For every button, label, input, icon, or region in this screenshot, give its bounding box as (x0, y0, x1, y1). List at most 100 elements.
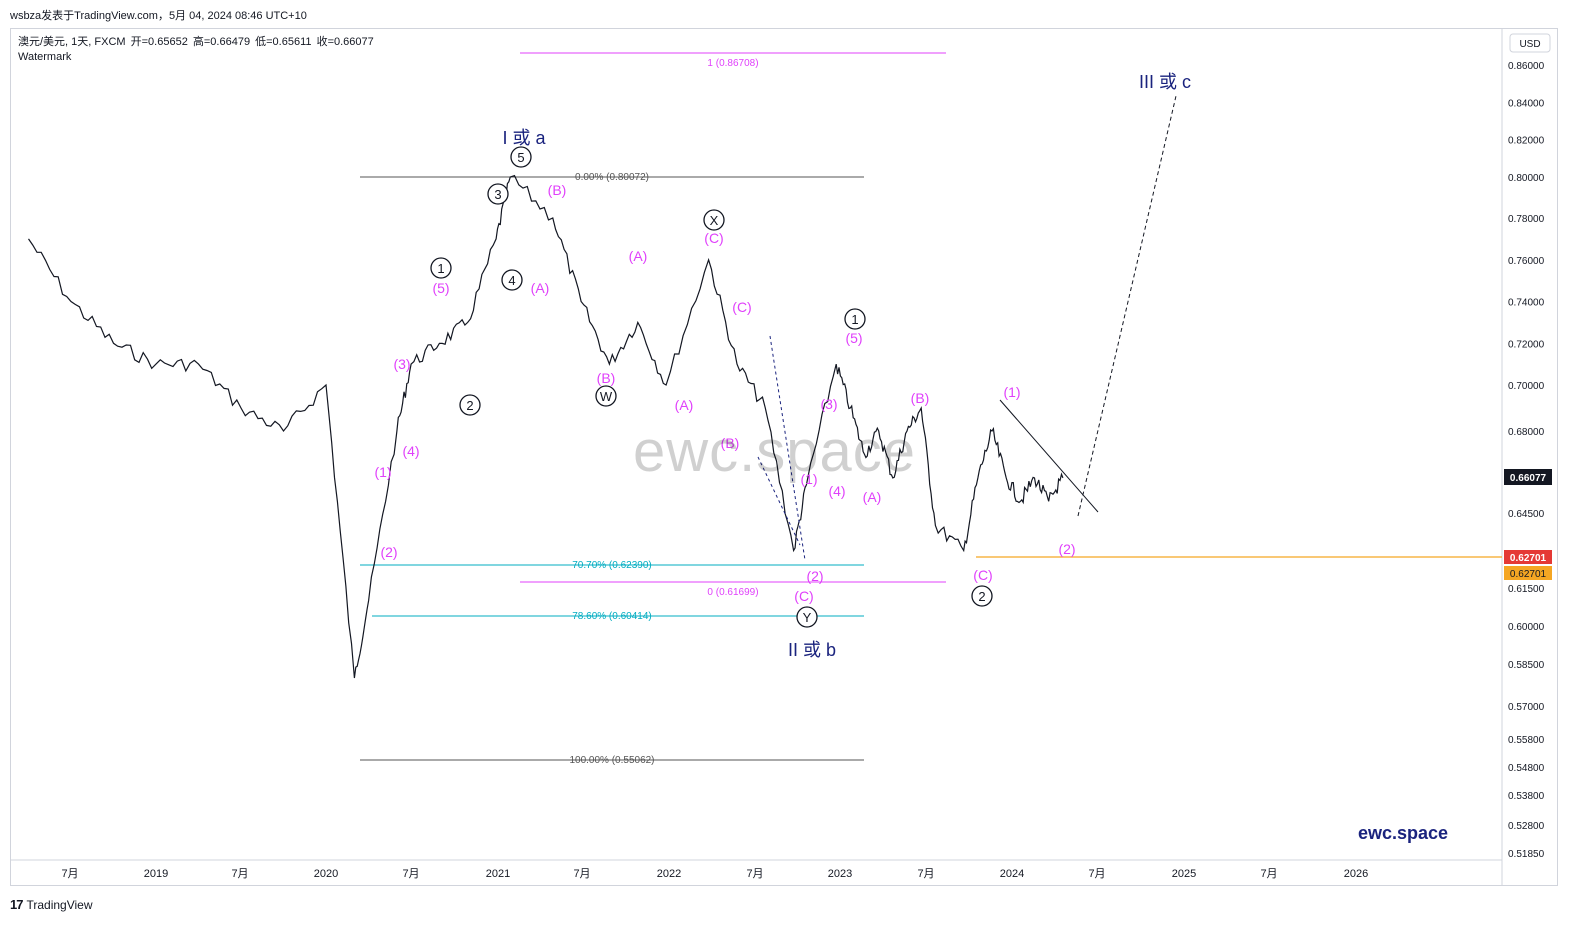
wave-magenta-11: (A) (675, 397, 694, 413)
brand-label: ewc.space (1358, 823, 1449, 843)
price-tick-15: 0.55800 (1508, 735, 1545, 746)
price-tick-7: 0.72000 (1508, 339, 1545, 350)
price-tick-2: 0.82000 (1508, 136, 1545, 147)
wave-magenta-2: (5) (432, 280, 449, 296)
wave-magenta-8: (C) (704, 230, 723, 246)
price-tick-9: 0.68000 (1508, 427, 1545, 438)
wave-circle-text-8: 1 (851, 312, 858, 327)
low-label: 低 (255, 36, 267, 48)
wave-magenta-14: (3) (820, 396, 837, 412)
publisher-line: wsbza发表于TradingView.com，5月 04, 2024 08:4… (10, 10, 307, 22)
wave-magenta-7: (A) (629, 248, 648, 264)
wave-magenta-1: (A) (531, 280, 550, 296)
price-tick-12: 0.60000 (1508, 622, 1545, 633)
time-tick-6: 7月 (573, 868, 590, 880)
wave-circle-2: 4 (501, 269, 523, 291)
price-tick-13: 0.58500 (1508, 660, 1545, 671)
wave-magenta-19: (A) (863, 489, 882, 505)
wave-magenta-16: (4) (828, 483, 845, 499)
open-value: =0.65652 (141, 36, 188, 48)
fib-707-label: 70.70% (0.62390) (572, 560, 652, 571)
wave-circle-text-0: 5 (517, 150, 524, 165)
close-label: 收 (316, 36, 328, 48)
time-tick-10: 7月 (917, 868, 934, 880)
time-tick-0: 7月 (61, 868, 78, 880)
wave-circle-0: 5 (510, 146, 532, 168)
fib-100-label: 100.00% (0.55062) (569, 755, 654, 766)
current-price-badge: 0.66077 (1510, 473, 1547, 484)
wave-magenta-10: (C) (732, 299, 751, 315)
fib-0-label: 0.00% (0.80072) (575, 172, 649, 183)
wave-magenta-20: (B) (911, 390, 930, 406)
wave-magenta-15: (1) (800, 471, 817, 487)
price-tick-17: 0.53800 (1508, 791, 1545, 802)
time-tick-11: 2024 (1000, 868, 1024, 880)
time-tick-2: 7月 (231, 868, 248, 880)
wave-magenta-5: (1) (374, 464, 391, 480)
wave-circle-7: Y (796, 606, 818, 628)
time-tick-5: 2021 (486, 868, 510, 880)
price-tick-18: 0.52800 (1508, 821, 1545, 832)
tradingview-logo-icon[interactable]: 17 (10, 897, 24, 912)
wave-magenta-13: (5) (845, 330, 862, 346)
indicator-label: Watermark (18, 51, 72, 63)
low-value: =0.65611 (266, 36, 312, 48)
orange-level-badge-a: 0.62701 (1510, 553, 1547, 564)
wave-circle-6: W (595, 385, 617, 407)
price-tick-4: 0.78000 (1508, 214, 1545, 225)
price-series (28, 174, 1064, 679)
wave-title-I: I 或 a (502, 128, 546, 148)
time-tick-14: 7月 (1260, 868, 1277, 880)
wave-magenta-22: (1) (1003, 384, 1020, 400)
wave-magenta-6: (2) (380, 544, 397, 560)
time-tick-15: 2026 (1344, 868, 1368, 880)
time-tick-13: 2025 (1172, 868, 1196, 880)
symbol-name: 澳元/美元, 1天, FXCM (18, 36, 126, 48)
wave-circle-text-7: Y (803, 610, 812, 625)
time-tick-9: 2023 (828, 868, 852, 880)
price-tick-3: 0.80000 (1508, 173, 1545, 184)
price-tick-0: 0.86000 (1508, 61, 1545, 72)
price-tick-19: 0.51850 (1508, 849, 1545, 860)
time-tick-1: 2019 (144, 868, 168, 880)
ext-0-label: 0 (0.61699) (707, 587, 758, 598)
wave-circle-text-2: 4 (508, 273, 515, 288)
wave-circle-8: 1 (844, 308, 866, 330)
high-value: =0.66479 (203, 36, 251, 48)
ext-1-label: 1 (0.86708) (707, 58, 758, 69)
price-tick-8: 0.70000 (1508, 381, 1545, 392)
wave-magenta-0: (B) (548, 182, 567, 198)
price-tick-14: 0.57000 (1508, 702, 1545, 713)
time-tick-8: 7月 (746, 868, 763, 880)
wave-circle-3: 1 (430, 257, 452, 279)
chart-frame (10, 28, 1558, 886)
wave-magenta-3: (3) (393, 356, 410, 372)
footer: 17 TradingView (10, 897, 93, 912)
wave-title-II: II 或 b (788, 640, 836, 660)
wave-circle-5: X (703, 209, 725, 231)
wave-title-III: III 或 c (1139, 72, 1191, 92)
wave-circle-text-1: 3 (494, 187, 501, 202)
time-tick-7: 2022 (657, 868, 681, 880)
wave-circle-4: 2 (459, 394, 481, 416)
price-tick-11: 0.61500 (1508, 584, 1545, 595)
wave-magenta-17: (2) (806, 568, 823, 584)
watermark-text: ewc.space (633, 419, 917, 484)
time-tick-12: 7月 (1088, 868, 1105, 880)
wave-circle-1: 3 (487, 183, 509, 205)
time-tick-3: 2020 (314, 868, 338, 880)
wave-circle-text-3: 1 (437, 261, 444, 276)
wave-magenta-4: (4) (402, 443, 419, 459)
wave-magenta-12: (B) (721, 435, 740, 451)
wave-magenta-23: (2) (1058, 541, 1075, 557)
currency-label[interactable]: USD (1519, 39, 1540, 50)
wave-magenta-21: (C) (973, 567, 992, 583)
fib-786-label: 78.60% (0.60414) (572, 611, 652, 622)
time-tick-4: 7月 (402, 868, 419, 880)
wave-circle-text-6: W (600, 389, 613, 404)
high-label: 高 (192, 36, 204, 48)
wave-circle-text-9: 2 (978, 589, 985, 604)
wave-circle-9: 2 (971, 585, 993, 607)
orange-level-badge-b: 0.62701 (1510, 569, 1547, 580)
